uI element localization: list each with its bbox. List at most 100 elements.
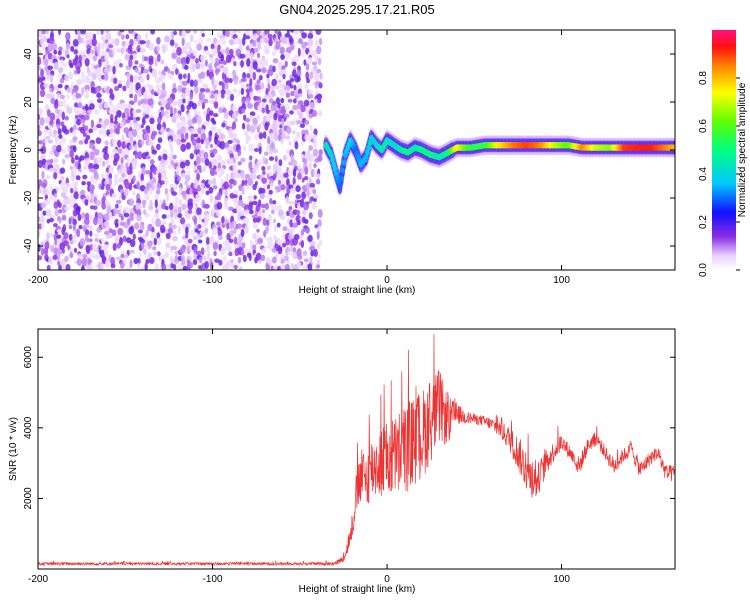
ridge-core [328,151,334,158]
noise-cell [142,203,146,209]
noise-cell [181,80,188,86]
noise-cell [241,173,246,180]
noise-cell [57,252,61,261]
noise-cell [155,84,162,90]
noise-cell [145,108,151,116]
noise-cell [224,189,228,198]
noise-cell [185,159,190,167]
noise-cell [100,35,105,41]
noise-cell [260,254,266,261]
noise-cell [206,38,212,43]
noise-cell [170,218,174,225]
noise-cell [178,198,182,206]
noise-cell [281,178,286,187]
noise-cell [276,172,282,182]
noise-cell [289,227,295,235]
noise-cell [112,138,118,146]
noise-cell [78,225,83,230]
noise-cell [245,173,251,180]
noise-cell [124,254,129,259]
noise-cell [58,209,63,214]
noise-cell [185,142,191,150]
noise-cell [300,240,305,248]
noise-cell [170,209,174,219]
snr-frame [37,328,676,570]
noise-cell [57,50,62,56]
noise-cell [180,217,186,225]
ridge-core [363,154,369,161]
noise-cell [41,223,45,229]
noise-cell [38,113,41,121]
noise-cell [161,82,166,91]
noise-cell [241,96,246,105]
noise-cell [58,217,62,224]
noise-cell [94,247,99,253]
ridge-cells [323,127,675,197]
noise-cell [61,148,67,155]
noise-cell [108,177,113,187]
noise-cell [209,57,215,64]
noise-cell [269,114,273,120]
noise-cell [160,254,166,261]
noise-cell [232,189,239,195]
noise-cell [313,128,318,136]
noise-cell [57,128,62,135]
noise-cell [275,73,279,80]
noise-cell [214,93,218,101]
noise-cell [260,82,265,90]
noise-cell [57,67,64,74]
noise-cell [129,137,134,144]
noise-cell [114,38,120,47]
noise-cell [100,263,104,270]
noise-cell [272,173,277,181]
noise-cell [196,137,201,144]
noise-cell [154,262,160,270]
noise-cell [249,77,253,87]
noise-cell [156,36,161,45]
noise-cell [220,246,225,256]
noise-cell [251,200,258,206]
noise-cell [51,133,57,139]
noise-cell [185,56,190,65]
noise-cell [167,164,173,170]
noise-cell [143,68,149,74]
noise-cell [174,42,179,49]
noise-cell [129,74,134,84]
noise-cell [219,167,225,176]
noise-cell [215,168,221,174]
noise-cell [228,238,234,243]
noise-cell [60,121,65,127]
noise-cell [305,63,310,71]
noise-cell [173,30,178,36]
noise-cell [221,122,226,128]
noise-cell [241,37,246,46]
noise-cell [144,188,148,195]
noise-cell [144,114,150,119]
noise-cell [90,119,95,129]
noise-cell [292,104,298,111]
noise-cell [228,251,233,257]
noise-cell [178,73,183,80]
colorbar: 0.0 0.2 0.4 0.6 0.8 Normalized spectral ampl… [698,30,748,277]
noise-cell [232,104,237,114]
noise-cell [315,39,319,47]
noise-cell [173,107,177,114]
noise-cell [112,148,118,155]
noise-cell [50,97,56,105]
noise-cell [241,179,245,187]
noise-cell [211,148,218,154]
noise-cell [84,216,90,226]
noise-cell [273,112,278,122]
noise-cell [178,187,182,196]
noise-cell [159,93,166,99]
noise-cell [281,117,285,127]
colorbar-label: Normalized spectral amplitude [737,82,748,217]
noise-cell [75,175,81,181]
noise-cell [160,59,165,65]
noise-cell [221,82,225,91]
noise-cell [249,239,253,249]
noise-cell [195,62,201,70]
noise-cell [307,33,314,40]
noise-cell [304,258,309,263]
noise-cell [120,47,125,55]
